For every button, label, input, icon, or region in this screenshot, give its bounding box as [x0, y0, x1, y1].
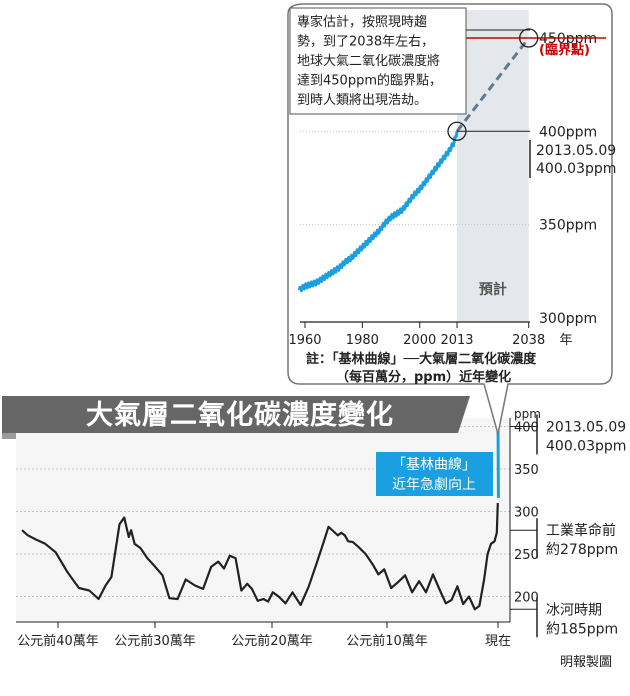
- main-x-tick-label: 公元前30萬年: [114, 633, 196, 649]
- main-annotation-label: 約185ppm: [546, 621, 618, 637]
- main-annotation-label: 約278ppm: [546, 542, 618, 558]
- main-annotation-label: 400.03ppm: [546, 438, 626, 454]
- inset-caption-line: （每百萬分，ppm）近年變化: [336, 369, 511, 385]
- inset-y-tick-label: 300ppm: [539, 311, 597, 327]
- keeling-callout-line: 「基林曲線」: [392, 456, 476, 473]
- main-chart-title: 大氣層二氧化碳濃度變化: [86, 399, 394, 431]
- inset-y-tick-label: 350ppm: [539, 218, 597, 234]
- forecast-label: 預計: [479, 281, 507, 298]
- credit-label: 明報製圖: [560, 655, 612, 670]
- marker-2038-circle: [519, 28, 539, 48]
- main-annotation-label: 工業革命前: [546, 522, 616, 539]
- main-x-tick-label: 現在: [485, 634, 511, 649]
- keeling-callout-line: 近年急劇向上: [392, 477, 476, 493]
- inset-y-tick-label: 400ppm: [539, 124, 597, 140]
- series-forecast-line: [455, 37, 530, 133]
- expert-note-line: 地球大氣二氧化碳濃度將: [297, 53, 440, 69]
- expert-note-line: 專家估計，按照現時趨: [297, 14, 427, 30]
- inset-x-tick-label: 2000: [403, 333, 436, 348]
- inset-x-tick-label: 2013: [440, 333, 473, 348]
- inset-annotation-label: 400.03ppm: [536, 161, 616, 177]
- series-keeling-curve: [297, 131, 459, 293]
- inset-y-tick-label: 450ppm: [539, 31, 597, 47]
- main-y-tick-label: 200: [514, 591, 539, 606]
- critical-label: (臨界點): [539, 42, 590, 58]
- main-annotation-label: 冰河時期: [546, 602, 602, 618]
- main-y-tick-label: 250: [514, 548, 539, 563]
- inset-x-tick-label: 2038: [512, 333, 545, 348]
- main-y-unit-label: ppm: [514, 407, 541, 421]
- forecast-region: [457, 10, 529, 322]
- main-y-tick-label: 350: [514, 463, 539, 478]
- main-y-tick-label: 400: [514, 421, 539, 436]
- main-annotation-label: 2013.05.09: [546, 419, 626, 435]
- expert-note-line: 到時人類將出現浩劫。: [297, 93, 427, 108]
- title-band: [2, 396, 470, 433]
- inset-x-tick-label: 1980: [346, 333, 379, 348]
- inset-x-unit-label: 年: [559, 333, 572, 348]
- inset-annotation-label: 2013.05.09: [536, 143, 616, 159]
- main-x-tick-label: 公元前10萬年: [346, 633, 428, 649]
- expert-note-line: 勢，到了2038年左右，: [297, 35, 434, 50]
- inset-caption-line: 註：「基林曲線」──大氣層二氧化碳濃度: [306, 351, 537, 367]
- expert-note-line: 達到450ppm的臨界點，: [297, 73, 442, 89]
- title-band-fold: [2, 433, 16, 439]
- expert-note-box: [289, 7, 467, 115]
- main-x-tick-label: 公元前40萬年: [17, 633, 99, 649]
- series-ice-core-line: [21, 502, 499, 611]
- main-x-tick-label: 公元前20萬年: [231, 633, 313, 649]
- inset-x-tick-label: 1960: [288, 333, 321, 348]
- main-y-tick-label: 300: [514, 506, 539, 521]
- keeling-callout-box: [376, 452, 493, 496]
